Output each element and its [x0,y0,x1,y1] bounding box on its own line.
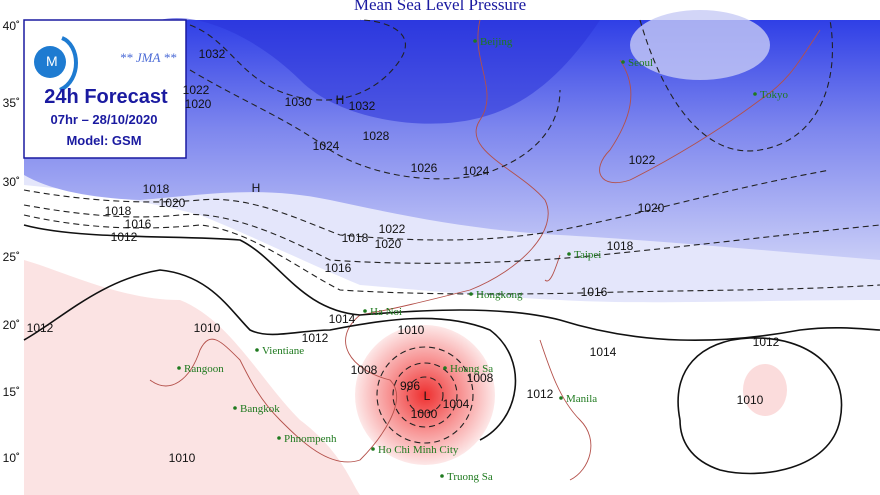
isobar-label: 1016 [125,217,152,231]
isobar-label: 1028 [363,129,390,143]
city-label: Bangkok [240,403,280,415]
city-label: Tokyo [760,89,788,101]
city-label: Truong Sa [447,471,493,483]
isobar-label: 1018 [607,239,634,253]
isobar-label: 1008 [467,371,494,385]
latitude-label: 15˚ [3,385,20,399]
city-marker [233,406,237,410]
isobar-label: 1012 [111,230,138,244]
isobar-label: 1014 [590,345,617,359]
isobar-label: 1022 [183,83,210,97]
latitude-label: 25˚ [3,250,20,264]
map-title: Mean Sea Level Pressure [354,0,526,14]
info-box: M ** JMA ** 24h Forecast 07hr – 28/10/20… [23,19,187,159]
city-label: Phnompenh [284,433,337,445]
city-marker [443,366,447,370]
model: Model: GSM [66,133,141,148]
city-label: Hoang Sa [450,363,493,375]
isobar-label: 1010 [169,451,196,465]
pressure-center: L [424,389,431,403]
isobar-label: 996 [400,379,420,393]
isobar-label: 1020 [375,237,402,251]
map-background [24,10,880,495]
isobar-label: 1012 [302,331,329,345]
isobar-label: 1018 [105,204,132,218]
isobar-label: 1014 [329,312,356,326]
city-label: Manila [566,393,597,405]
isobar-label: 1012 [27,321,54,335]
isobar-label: 1026 [411,161,438,175]
isobar-label: 1024 [313,139,340,153]
city-marker [277,436,281,440]
city-marker [469,292,473,296]
latitude-label: 40˚ [3,19,20,33]
city-label: Rangoon [184,363,224,375]
city-label: Taipei [574,249,601,261]
forecast-time: 07hr – 28/10/2020 [51,112,158,127]
isobar-label: 1016 [325,261,352,275]
isobar-label: 1004 [443,397,470,411]
isobar-label: 1012 [753,335,780,349]
isobar-label: 1030 [285,95,312,109]
isobar-label: 1022 [379,222,406,236]
isobar-label: 1018 [143,182,170,196]
city-label: Ha Noi [370,306,402,318]
city-label: Vientiane [262,345,304,357]
isobar-label: 1018 [342,231,369,245]
city-marker [753,92,757,96]
city-marker [363,309,367,313]
latitude-label: 35˚ [3,96,20,110]
city-label: Beijing [480,36,513,48]
city-label: Hongkong [476,289,523,301]
city-marker [559,396,563,400]
isobar-label: 1010 [737,393,764,407]
city-marker [473,39,477,43]
city-label: Seoul [628,57,653,69]
city-marker [440,474,444,478]
isobar-label: 1024 [463,164,490,178]
city-marker [255,348,259,352]
city-marker [177,366,181,370]
isobars [23,19,880,475]
isobar-label: 1032 [349,99,376,113]
city-marker [371,447,375,451]
svg-text:M: M [46,53,58,69]
pressure-center: H [336,93,345,107]
latitude-label: 10˚ [3,451,20,465]
isobar-label: 1010 [398,323,425,337]
latitude-label: 30˚ [3,175,20,189]
city-marker [621,60,625,64]
isobar-label: 1020 [638,201,665,215]
isobar-label: 1012 [527,387,554,401]
isobar-label: 1010 [194,321,221,335]
latitude-label: 20˚ [3,318,20,332]
isobar-label: 1020 [185,97,212,111]
isobar-label: 1032 [199,47,226,61]
isobar-label: 1022 [629,153,656,167]
isobar-label: 1020 [159,196,186,210]
forecast: 24h Forecast [44,86,168,108]
isobar-label: 1000 [411,407,438,421]
agency: ** JMA ** [120,50,177,65]
pressure-center: H [252,181,261,195]
isobar-label: 1008 [351,363,378,377]
city-label: Ho Chi Minh City [378,444,459,456]
isobar-label: 1016 [581,285,608,299]
city-marker [567,252,571,256]
